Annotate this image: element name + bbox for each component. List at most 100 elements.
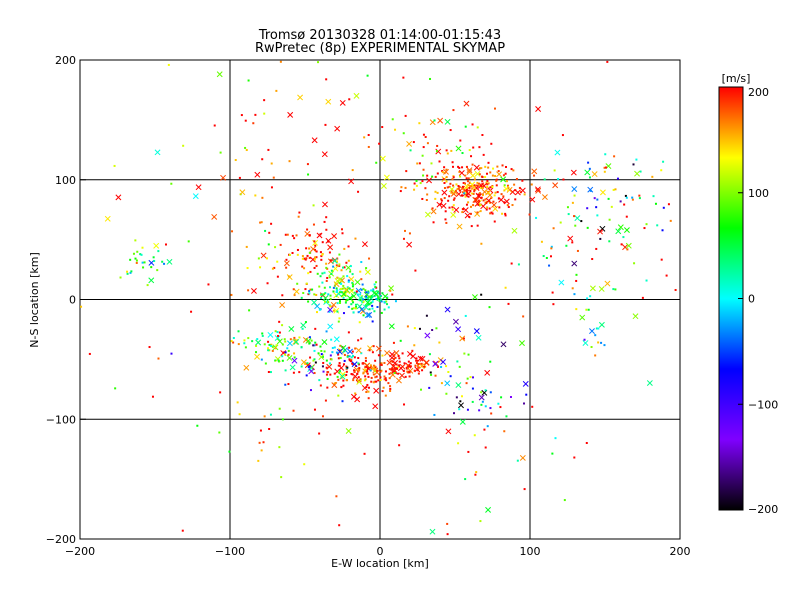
data-point-dot: [448, 195, 451, 198]
data-point-dot: [367, 390, 370, 393]
data-point-dot: [372, 288, 375, 291]
data-point-dot: [597, 341, 600, 344]
data-point-dot: [315, 293, 318, 296]
data-point-dot: [557, 178, 560, 181]
data-point-dot: [490, 142, 493, 145]
data-point-dot: [298, 211, 301, 214]
data-point-dot: [320, 353, 323, 356]
data-point-dot: [381, 126, 384, 129]
data-point-dot: [383, 308, 386, 311]
data-point-dot: [667, 203, 670, 206]
data-point-cross: [321, 339, 328, 346]
data-point-dot: [419, 182, 422, 185]
data-point-dot: [417, 366, 420, 369]
data-point-dot: [360, 261, 363, 264]
data-point-dot: [404, 375, 407, 378]
data-point-dot: [480, 242, 483, 245]
data-point-dot: [436, 144, 439, 147]
data-point-dot: [340, 287, 343, 290]
data-point-dot: [287, 349, 290, 352]
data-point-dot: [324, 123, 327, 126]
data-point-dot: [379, 295, 382, 298]
data-point-dot: [284, 383, 287, 386]
data-point-dot: [300, 365, 303, 368]
data-point-dot: [424, 187, 427, 190]
data-point-dot: [484, 175, 487, 178]
data-point-cross: [327, 323, 334, 330]
data-point-cross: [356, 378, 363, 385]
data-point-dot: [435, 150, 438, 153]
data-point-dot: [374, 359, 377, 362]
data-point-dot: [314, 327, 317, 330]
data-point-dot: [330, 358, 333, 361]
data-point-cross: [363, 304, 369, 311]
data-point-dot: [391, 118, 394, 121]
data-point-dot: [308, 292, 311, 295]
data-point-dot: [484, 405, 487, 408]
data-point-dot: [445, 180, 448, 183]
data-point-dot: [352, 307, 355, 310]
data-point-dot: [443, 172, 446, 175]
data-point-dot: [351, 273, 354, 276]
data-point-dot: [305, 247, 308, 250]
data-point-dot: [482, 199, 485, 202]
data-point-dot: [352, 354, 354, 357]
data-point-dot: [472, 192, 475, 195]
data-point-dot: [551, 452, 554, 455]
data-point-dot: [323, 293, 326, 296]
data-point-dot: [261, 196, 264, 199]
data-point-dot: [150, 266, 153, 269]
data-point-cross: [444, 380, 451, 387]
data-point-cross: [406, 140, 413, 147]
data-point-dot: [500, 396, 503, 399]
data-point-dot: [623, 203, 626, 206]
data-point-cross: [531, 168, 538, 175]
data-point-cross: [297, 94, 304, 101]
data-point-dot: [413, 188, 416, 191]
data-point-dot: [444, 210, 447, 213]
data-point-cross: [623, 227, 630, 234]
data-point-dot: [381, 390, 384, 393]
data-point-dot: [283, 353, 286, 356]
data-point-cross: [475, 334, 482, 341]
data-point-dot: [325, 366, 328, 369]
data-point-dot: [662, 206, 665, 209]
data-point-cross: [455, 191, 462, 198]
data-point-cross: [397, 365, 404, 372]
data-point-dot: [243, 339, 246, 342]
data-point-dot: [504, 165, 507, 168]
data-point-dot: [358, 379, 361, 382]
data-point-dot: [465, 188, 468, 191]
data-point-dot: [400, 186, 403, 189]
data-point-dot: [501, 212, 504, 215]
data-point-dot: [304, 288, 307, 291]
data-point-dot: [329, 286, 332, 289]
data-point-dot: [321, 415, 324, 418]
x-tick-label: 200: [670, 545, 691, 558]
data-point-dot: [323, 220, 326, 223]
data-point-dot: [230, 340, 233, 343]
data-point-dot: [279, 60, 282, 63]
data-point-dot: [431, 207, 434, 210]
data-point-dot: [134, 257, 137, 260]
data-point-dot: [328, 276, 331, 279]
data-point-dot: [459, 175, 462, 178]
data-point-dot: [603, 166, 606, 169]
data-point-dot: [470, 185, 473, 188]
data-point-cross: [474, 170, 481, 177]
data-point-dot: [330, 338, 333, 341]
data-point-dot: [373, 310, 376, 313]
data-point-dot: [441, 171, 444, 174]
data-point-dot: [274, 330, 277, 333]
data-point-dot: [388, 372, 391, 375]
data-point-dot: [511, 204, 514, 207]
data-point-dot: [660, 258, 663, 261]
data-point-dot: [453, 412, 456, 415]
data-point-dot: [219, 151, 222, 154]
data-point-dot: [339, 356, 342, 359]
data-point-dot: [306, 254, 309, 257]
data-point-dot: [309, 389, 312, 392]
data-point-dot: [377, 296, 380, 299]
data-point-dot: [341, 400, 344, 403]
data-point-dot: [402, 76, 405, 79]
